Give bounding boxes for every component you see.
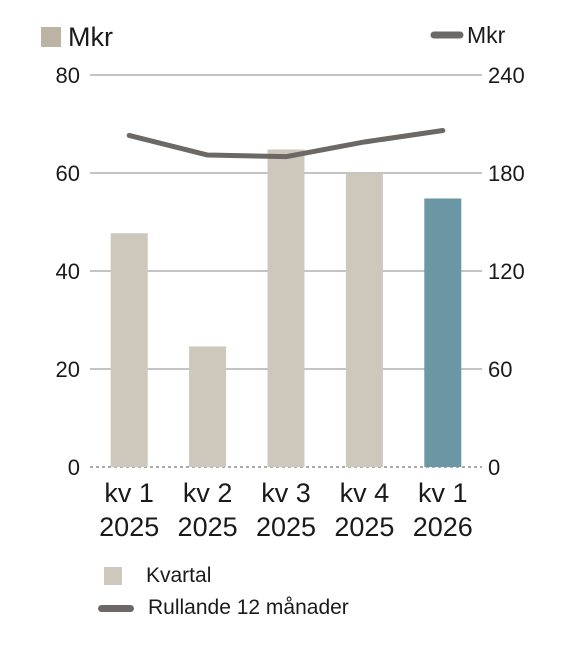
category-label-2-0: kv 3 bbox=[261, 478, 311, 508]
right-tick-label: 0 bbox=[488, 455, 500, 480]
left-axis-unit: Mkr bbox=[68, 22, 113, 52]
legend-label-kvartal: Kvartal bbox=[146, 564, 212, 587]
category-label-3-0: kv 4 bbox=[340, 478, 390, 508]
bar-1 bbox=[189, 346, 227, 467]
left-unit-swatch bbox=[41, 27, 61, 47]
right-tick-label: 120 bbox=[488, 259, 525, 284]
left-tick-label: 20 bbox=[56, 357, 80, 382]
category-label-0-1: 2025 bbox=[99, 512, 159, 542]
legend-line-swatch bbox=[98, 604, 134, 612]
bar-4 bbox=[424, 198, 462, 468]
legend: Kvartal Rullande 12 månader bbox=[98, 560, 349, 624]
category-label-1-0: kv 2 bbox=[183, 478, 233, 508]
legend-item-kvartal: Kvartal bbox=[104, 560, 349, 592]
bar-3 bbox=[345, 173, 383, 468]
legend-bar-swatch bbox=[104, 567, 122, 585]
category-labels: kv 1 2025 kv 2 2025 kv 3 2025 kv 4 2025 kv 1 2026 bbox=[99, 478, 473, 542]
bars bbox=[110, 149, 462, 468]
right-tick-label: 60 bbox=[488, 357, 512, 382]
right-axis-ticks: 0 60 120 180 240 bbox=[488, 63, 525, 480]
left-tick-label: 0 bbox=[68, 455, 80, 480]
category-label-4-1: 2026 bbox=[413, 512, 473, 542]
legend-item-rolling: Rullande 12 månader bbox=[98, 592, 349, 624]
rolling-line bbox=[126, 128, 446, 160]
right-tick-label: 180 bbox=[488, 161, 525, 186]
legend-label-rolling: Rullande 12 månader bbox=[148, 596, 349, 619]
left-tick-label: 80 bbox=[56, 63, 80, 88]
category-label-4-0: kv 1 bbox=[418, 478, 468, 508]
left-axis-ticks: 0 20 40 60 80 bbox=[56, 63, 80, 480]
category-label-1-1: 2025 bbox=[178, 512, 238, 542]
bar-0 bbox=[110, 233, 148, 467]
left-tick-label: 40 bbox=[56, 259, 80, 284]
right-tick-label: 240 bbox=[488, 63, 525, 88]
left-tick-label: 60 bbox=[56, 161, 80, 186]
category-label-2-1: 2025 bbox=[256, 512, 316, 542]
bar-2 bbox=[267, 149, 305, 468]
right-axis-unit: Mkr bbox=[467, 22, 506, 48]
category-label-0-0: kv 1 bbox=[104, 478, 154, 508]
category-label-3-1: 2025 bbox=[334, 512, 394, 542]
